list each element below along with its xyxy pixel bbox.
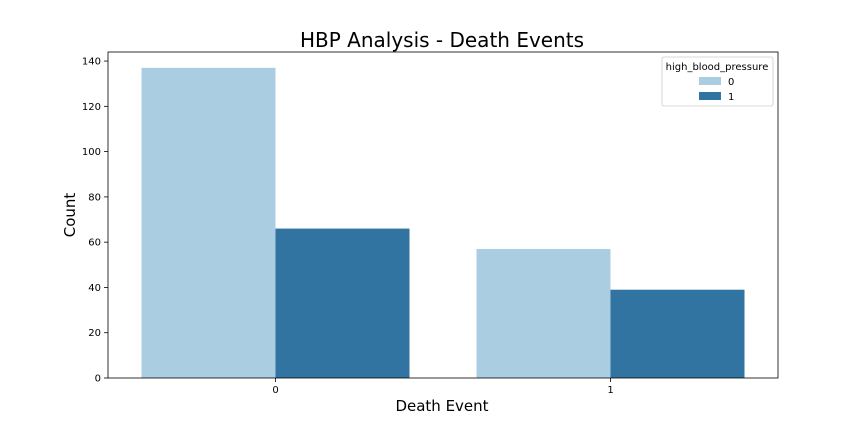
chart-title: HBP Analysis - Death Events [300,28,584,52]
y-tick-label: 80 [88,192,101,203]
plot-frame [107,51,779,379]
bars-group [141,67,745,378]
bar-cat0-hbp1 [275,228,410,378]
legend-label-1: 1 [728,92,734,103]
legend-swatch-1 [699,92,721,100]
legend-title: high_blood_pressure [666,62,769,73]
bar-cat1-hbp1 [610,289,745,378]
y-tick-label: 100 [82,147,101,158]
y-axis-label: Count [61,193,79,238]
y-tick-label: 140 [82,57,101,68]
y-tick-label: 120 [82,102,101,113]
x-axis-label: Death Event [395,397,488,415]
y-tick-label: 60 [88,238,101,249]
legend: high_blood_pressure 01 [661,56,774,107]
bar-cat1-hbp0 [476,248,611,378]
legend-items: 01 [699,77,734,103]
bar-cat0-hbp0 [141,67,276,378]
y-tick-label: 0 [95,374,101,385]
y-axis: 0 20 40 60 80 100 120 140 [82,57,108,385]
x-tick-label: 1 [607,385,613,396]
y-tick-label: 20 [88,328,101,339]
x-tick-label: 0 [272,385,278,396]
y-tick-label: 40 [88,283,101,294]
legend-label-0: 0 [728,77,734,88]
legend-swatch-0 [699,77,721,85]
